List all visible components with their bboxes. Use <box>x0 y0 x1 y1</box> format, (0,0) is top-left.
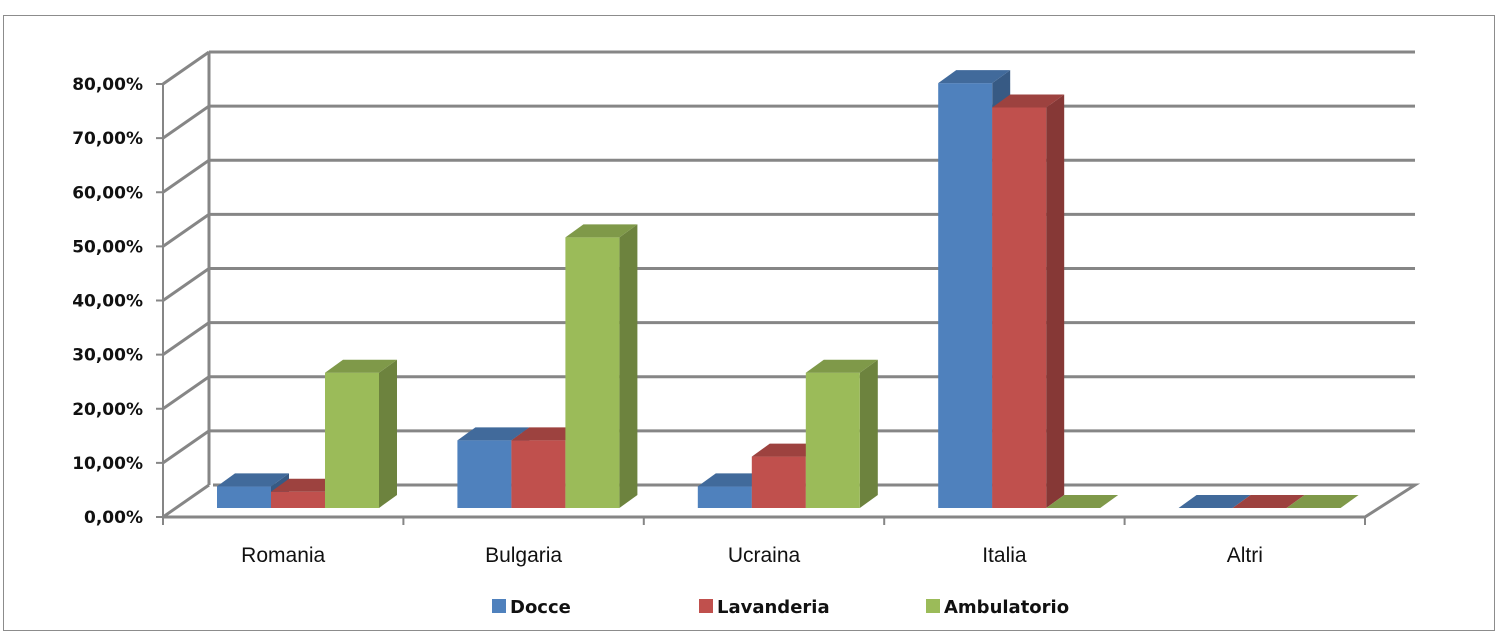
bar-top <box>1286 495 1359 508</box>
y-axis-ticks: 0,00% 10,00% 20,00% 30,00% 40,00% 50,00% 60,00… <box>72 75 163 528</box>
bar-top <box>1232 495 1305 508</box>
bar-front <box>457 440 512 508</box>
bar-top <box>805 359 878 373</box>
bar-front <box>697 486 752 508</box>
gridline-side <box>162 267 210 302</box>
bar-top <box>1046 495 1119 508</box>
bar-ambulatorio-altri <box>1286 495 1359 508</box>
bar-top <box>325 359 397 373</box>
x-tick-label: Bulgaria <box>485 544 562 567</box>
bar-front <box>271 491 325 508</box>
y-tick-label: 50,00% <box>72 237 143 257</box>
legend-label-lavanderia: Lavanderia <box>717 597 830 618</box>
bar-front <box>751 456 806 508</box>
bar-side <box>1046 94 1065 508</box>
y-tick-label: 80,00% <box>72 75 143 95</box>
bar-ambulatorio-italia <box>1046 495 1119 508</box>
x-tick-label: Altri <box>1227 544 1263 567</box>
legend-swatch-ambulatorio <box>926 599 940 613</box>
bar-front <box>805 372 860 508</box>
y-tick-label: 70,00% <box>72 129 143 149</box>
bar-ambulatorio-bulgaria <box>565 224 638 508</box>
y-tick-label: 10,00% <box>72 454 143 474</box>
gridlines <box>162 50 1421 519</box>
bar-front <box>217 486 271 508</box>
bar-top <box>217 473 289 487</box>
x-tick-label: Ucraina <box>728 544 801 567</box>
bar-side <box>619 224 638 508</box>
y-tick-label: 60,00% <box>72 183 143 203</box>
bar-front <box>992 107 1047 508</box>
y-tick-label: 30,00% <box>72 346 143 366</box>
x-tick-label: Italia <box>982 544 1027 567</box>
gridline-side <box>162 213 210 248</box>
bar-side <box>379 359 397 508</box>
legend-swatch-docce <box>492 599 506 613</box>
gridline-side <box>162 50 210 86</box>
y-tick-label: 0,00% <box>84 508 143 528</box>
y-tick-label: 20,00% <box>72 400 143 420</box>
gridline-side <box>162 483 210 519</box>
bar-ambulatorio-romania <box>325 359 397 508</box>
bar-top <box>938 70 1011 84</box>
gridline-side <box>162 429 210 465</box>
bar-top <box>1178 495 1251 508</box>
bar-top <box>992 94 1065 108</box>
gridline-side <box>162 159 210 194</box>
bars <box>217 70 1359 509</box>
bar-side <box>859 359 878 508</box>
legend-label-docce: Docce <box>510 597 571 618</box>
bar-docce-altri <box>1178 495 1251 508</box>
legend: Docce Lavanderia Ambulatorio <box>492 597 1069 618</box>
bar-lavanderia-altri <box>1232 495 1305 508</box>
x-axis-ticks: Romania Bulgaria Ucraina Italia Altri <box>162 517 1366 567</box>
bar-front <box>938 83 993 509</box>
bar-top <box>565 224 638 238</box>
legend-swatch-lavanderia <box>699 599 713 613</box>
y-tick-label: 40,00% <box>72 292 143 312</box>
x-tick-label: Romania <box>241 544 325 567</box>
legend-label-ambulatorio: Ambulatorio <box>944 597 1069 618</box>
gridline-side <box>162 321 210 356</box>
bar-front <box>511 440 566 508</box>
bar-top <box>457 427 530 441</box>
bar-front <box>325 372 379 508</box>
bar-front <box>565 237 620 508</box>
bar-ambulatorio-ucraina <box>805 359 878 508</box>
gridline-side <box>162 104 210 140</box>
gridline-side <box>162 375 210 410</box>
bar-lavanderia-italia <box>992 94 1065 508</box>
